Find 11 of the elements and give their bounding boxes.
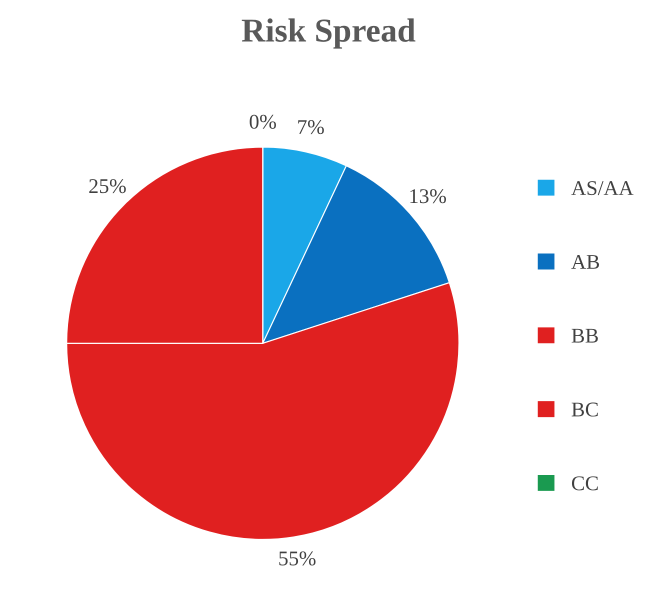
data-label: 13% xyxy=(410,189,446,204)
legend-label: AB xyxy=(571,254,600,269)
data-label: 7% xyxy=(298,120,324,134)
legend-label: BC xyxy=(572,402,598,417)
legend-label: AS/AA xyxy=(571,181,634,196)
legend-label: CC xyxy=(572,476,598,490)
data-label: 55% xyxy=(279,551,316,566)
legend-label: BB xyxy=(572,328,598,343)
data-label: 25% xyxy=(89,179,126,194)
chart-title: Risk Spread xyxy=(242,18,416,49)
text: 0% xyxy=(250,114,276,129)
